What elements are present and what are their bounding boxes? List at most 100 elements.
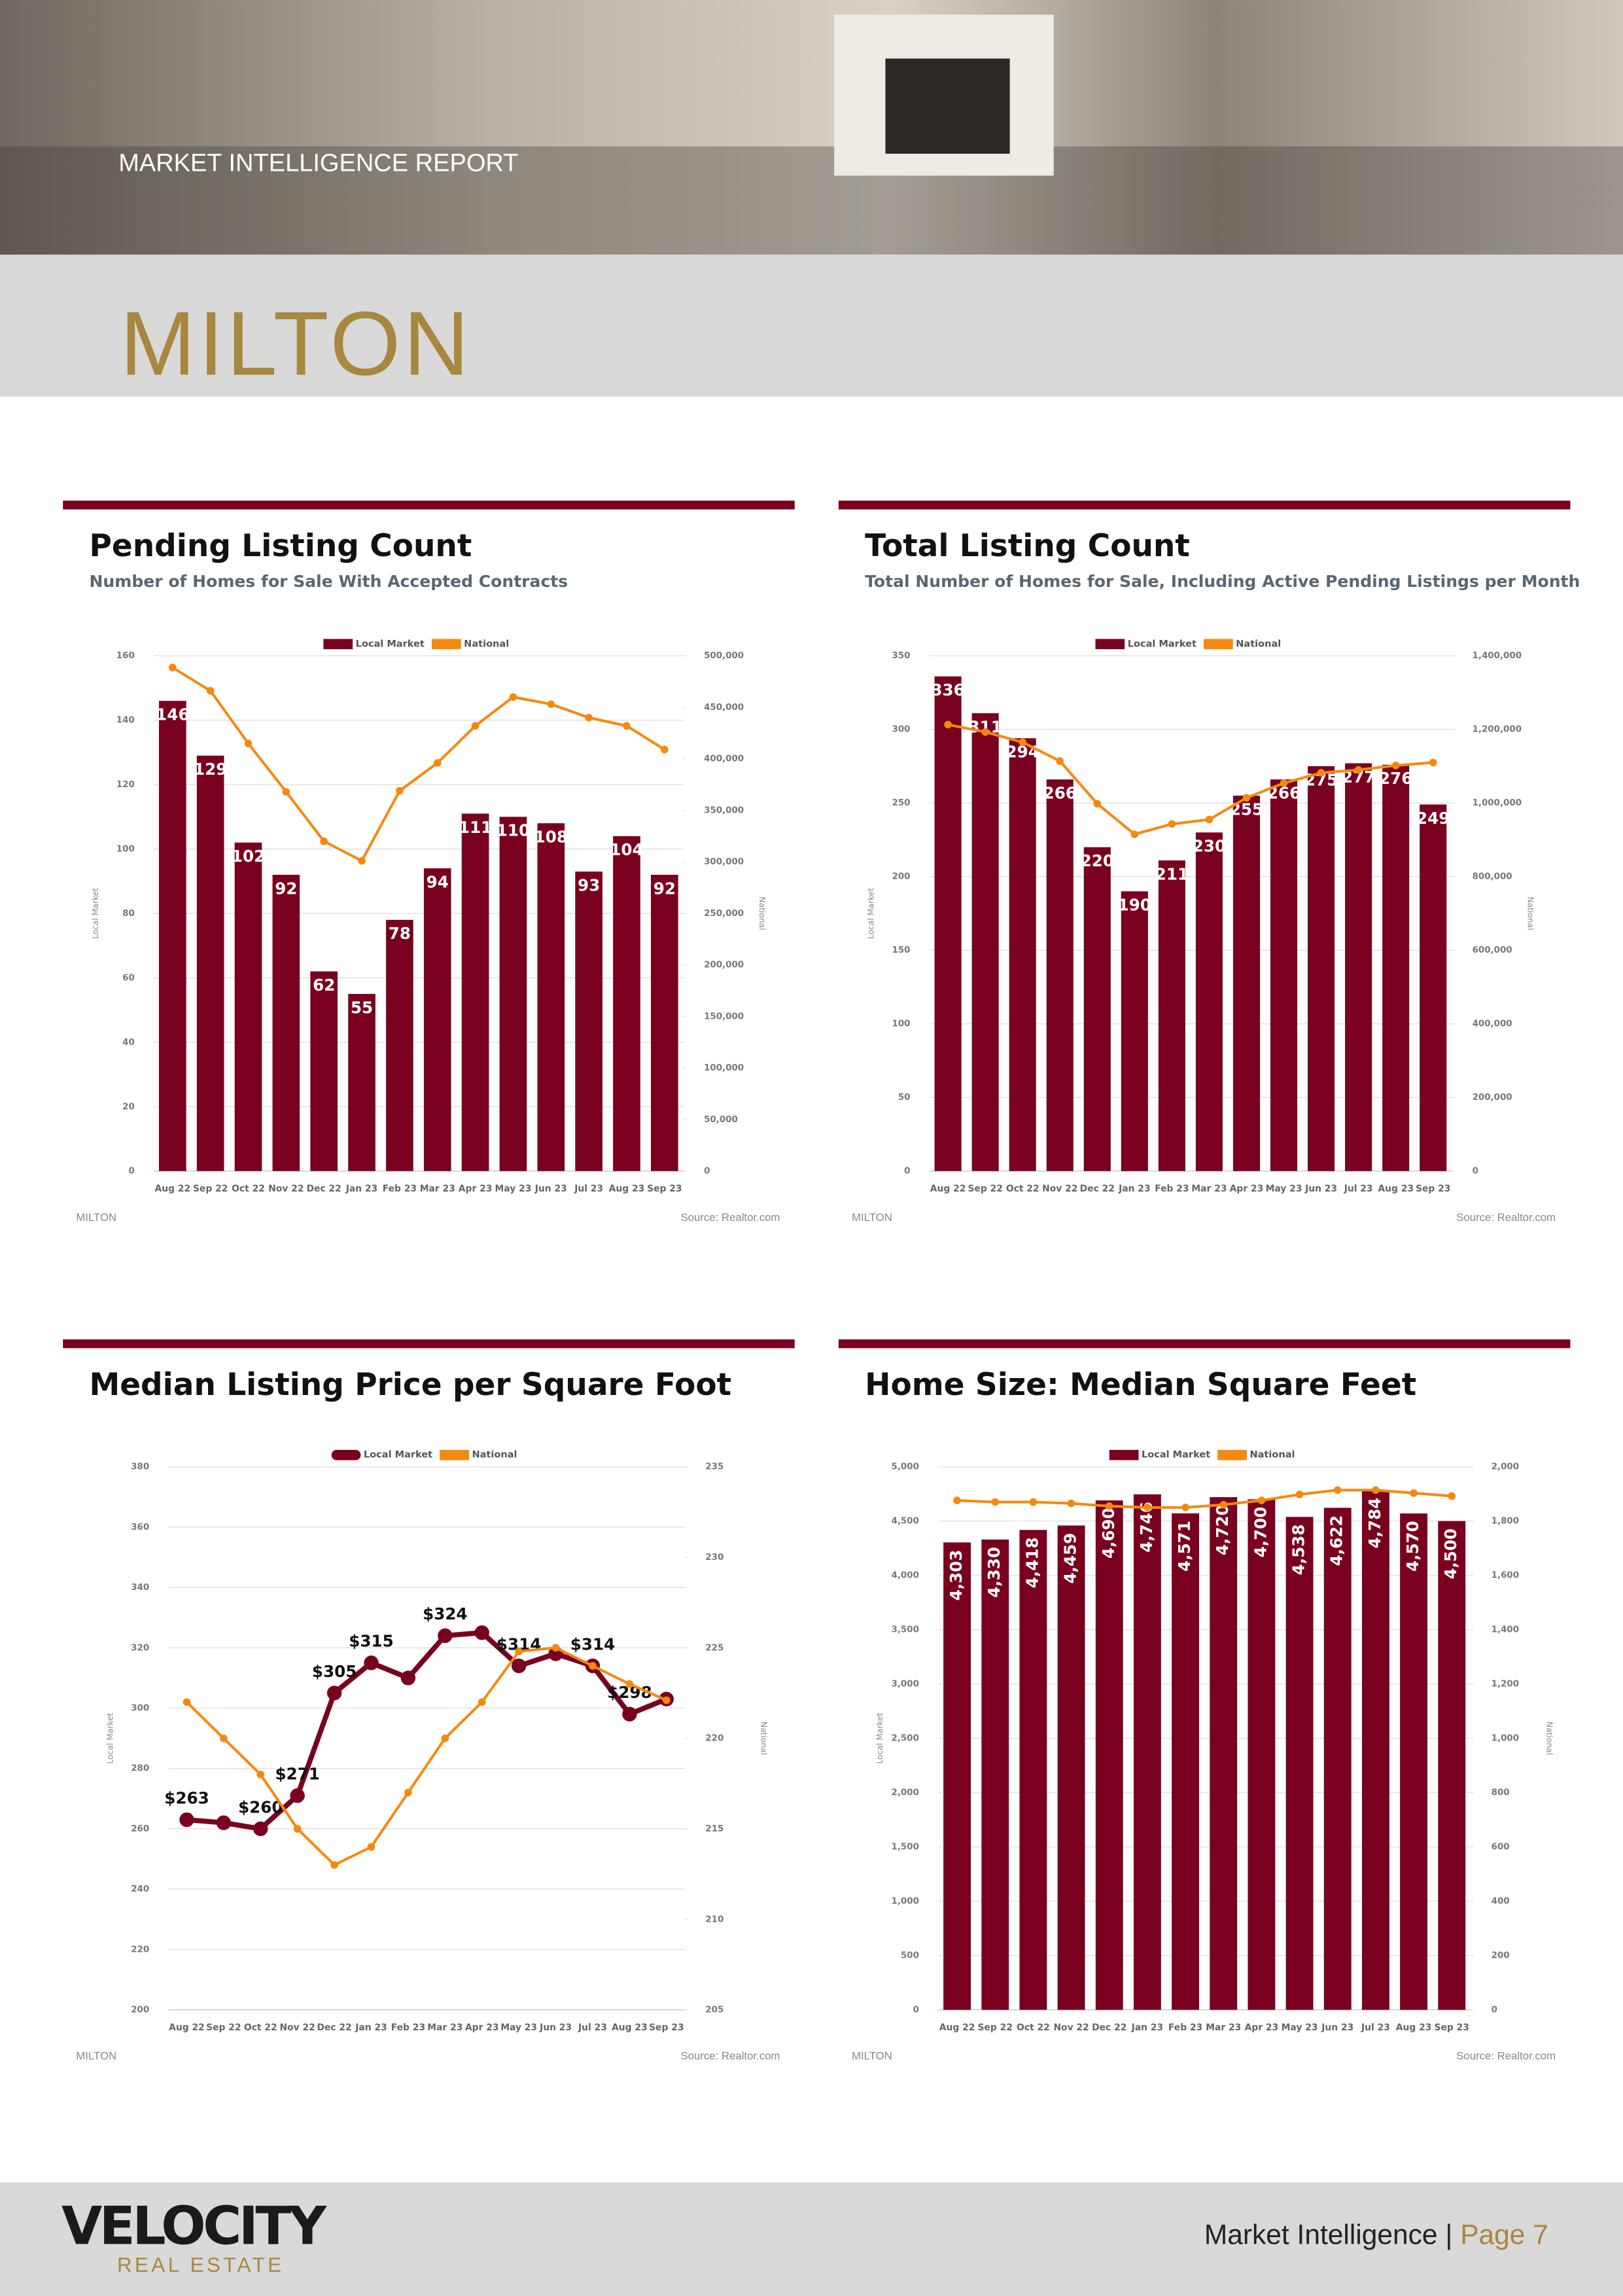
line-point xyxy=(471,722,480,730)
bar xyxy=(575,872,602,1171)
chart-footer-left: MILTON xyxy=(852,2050,892,2062)
charts: Pending Listing Count Number of Homes for… xyxy=(63,501,1580,2062)
chart-footer-left: MILTON xyxy=(76,1211,116,1224)
bar-value-label: 78 xyxy=(389,924,411,943)
bar xyxy=(1400,1513,1428,2010)
bar xyxy=(196,755,224,1171)
line-point xyxy=(625,1680,634,1688)
chart-subtitle: Number of Homes for Sale With Accepted C… xyxy=(89,572,568,591)
bar xyxy=(1420,804,1447,1171)
line-point xyxy=(367,1843,375,1851)
bar-value-label: 336 xyxy=(931,680,964,699)
y-tick-label: 150 xyxy=(892,945,911,955)
y2-tick-label: 235 xyxy=(705,1462,724,1472)
x-tick-label: May 23 xyxy=(495,1184,532,1194)
line-point xyxy=(944,720,952,729)
x-tick-label: Aug 22 xyxy=(930,1184,966,1194)
line-series xyxy=(186,1646,667,1867)
line-point xyxy=(438,1628,453,1644)
bar xyxy=(1308,766,1335,1171)
x-tick-label: Sep 22 xyxy=(193,1184,228,1194)
line-point xyxy=(1242,794,1251,802)
legend-label: Local Market xyxy=(356,639,425,649)
legend-label: Local Market xyxy=(1142,1450,1210,1460)
legend-label: National xyxy=(1236,639,1281,649)
y-tick-label: 260 xyxy=(131,1824,149,1834)
x-tick-label: Jul 23 xyxy=(578,2022,607,2033)
bar xyxy=(1057,1525,1085,2010)
bar xyxy=(158,701,186,1171)
chart-source: Source: Realtor.com xyxy=(1456,2050,1556,2062)
city-band xyxy=(0,255,1623,397)
line-point xyxy=(330,1861,338,1869)
bar xyxy=(1195,832,1223,1171)
bar-value-label: 4,571 xyxy=(1175,1521,1194,1572)
y-tick-label: 100 xyxy=(116,845,135,855)
x-tick-label: Aug 23 xyxy=(1378,1184,1414,1194)
bar xyxy=(651,874,678,1171)
y-axis-title: Local Market xyxy=(91,888,100,939)
x-tick-label: Sep 22 xyxy=(968,1184,1002,1194)
bar xyxy=(499,817,527,1171)
bar xyxy=(1232,796,1261,1171)
y2-tick-label: 500,000 xyxy=(704,651,744,661)
x-tick-label: Mar 23 xyxy=(427,2022,462,2033)
line-point xyxy=(1295,1491,1304,1498)
x-tick-label: Feb 23 xyxy=(1168,2022,1202,2033)
x-tick-label: Oct 22 xyxy=(232,1184,265,1194)
y-tick-label: 300 xyxy=(131,1704,149,1714)
y2-tick-label: 0 xyxy=(704,1167,710,1176)
legend-label: National xyxy=(472,1450,517,1460)
x-tick-label: Jun 23 xyxy=(534,1184,567,1194)
x-tick-label: Sep 23 xyxy=(647,1184,682,1194)
line-point xyxy=(404,1788,412,1797)
y-tick-label: 0 xyxy=(904,1167,910,1176)
y2-tick-label: 230 xyxy=(705,1553,724,1563)
x-tick-label: Apr 23 xyxy=(1245,2022,1279,2033)
bar xyxy=(1095,1500,1123,2010)
line-point xyxy=(433,759,442,767)
page-number: Page 7 xyxy=(1460,2220,1548,2251)
bar xyxy=(461,813,489,1171)
y2-tick-label: 1,200,000 xyxy=(1473,725,1522,735)
y-tick-label: 380 xyxy=(131,1462,149,1472)
bar xyxy=(981,1539,1009,2010)
legend-swatch xyxy=(1217,1449,1248,1460)
bar xyxy=(1121,891,1148,1171)
point-value-label: $324 xyxy=(423,1604,467,1623)
line-point xyxy=(511,1658,527,1674)
y-tick-label: 300 xyxy=(892,725,911,735)
x-tick-label: Aug 23 xyxy=(609,1184,645,1194)
x-tick-label: Apr 23 xyxy=(465,2022,499,2033)
y2-tick-label: 0 xyxy=(1492,2005,1497,2015)
y2-tick-label: 205 xyxy=(705,2005,724,2015)
x-tick-label: Dec 22 xyxy=(307,1184,341,1194)
x-tick-label: Aug 22 xyxy=(169,2022,205,2033)
page-footer: Market Intelligence | Page 7 xyxy=(1204,2220,1548,2251)
line-point xyxy=(478,1698,486,1706)
bar xyxy=(1438,1521,1466,2010)
line-point xyxy=(1143,1504,1151,1511)
y-axis-title: Local Market xyxy=(105,1712,114,1763)
x-tick-label: Jan 23 xyxy=(345,1184,378,1194)
y2-axis-title: National xyxy=(758,896,767,930)
x-tick-label: Jul 23 xyxy=(574,1184,603,1194)
x-tick-label: Nov 22 xyxy=(1042,1184,1077,1194)
bar xyxy=(1009,738,1036,1171)
y2-tick-label: 400 xyxy=(1492,1897,1510,1907)
line-point xyxy=(551,1644,560,1652)
y2-tick-label: 1,200 xyxy=(1492,1680,1519,1689)
line-point xyxy=(1391,762,1400,769)
y-tick-label: 200 xyxy=(131,2005,149,2015)
y2-tick-label: 400,000 xyxy=(1473,1019,1512,1029)
legend-swatch xyxy=(440,1449,470,1460)
line-point xyxy=(396,786,404,795)
y-tick-label: 360 xyxy=(131,1523,149,1532)
x-tick-label: Nov 22 xyxy=(268,1184,304,1194)
bar-value-label: 108 xyxy=(534,828,568,847)
y2-tick-label: 1,600 xyxy=(1492,1571,1519,1581)
y2-tick-label: 1,000 xyxy=(1492,1734,1519,1744)
bar xyxy=(1270,779,1298,1171)
chart-title: Total Listing Count xyxy=(865,528,1190,564)
